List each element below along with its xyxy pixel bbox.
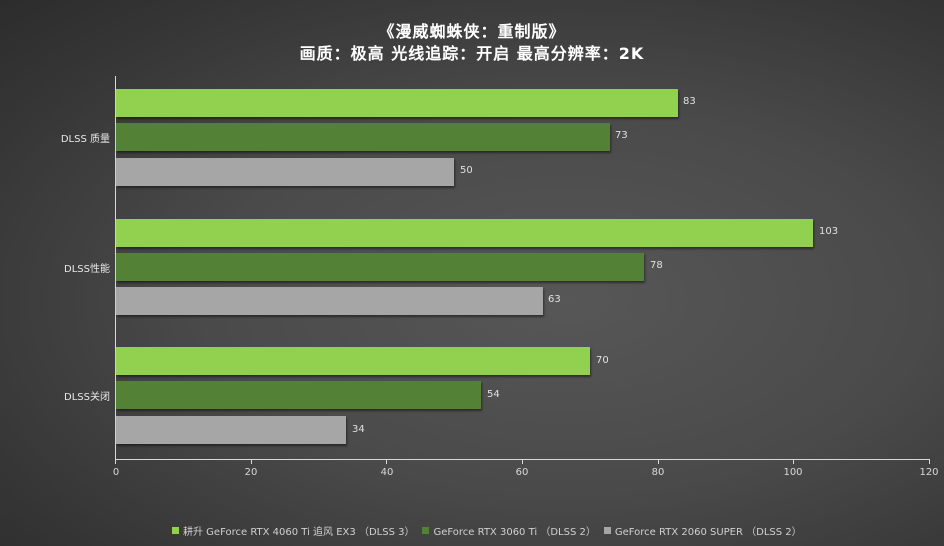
legend-item-4060ti: 耕升 GeForce RTX 4060 Ti 追风 EX3 （DLSS 3） xyxy=(172,523,414,538)
bar-value: 50 xyxy=(460,165,473,176)
legend-swatch-icon xyxy=(603,527,611,534)
x-tick-label: 120 xyxy=(919,467,939,478)
bar-value: 73 xyxy=(615,130,628,141)
legend-label: GeForce RTX 2060 SUPER （DLSS 2） xyxy=(614,527,802,538)
legend-label: GeForce RTX 3060 Ti （DLSS 2） xyxy=(433,527,596,538)
x-tick-label: 0 xyxy=(112,467,120,478)
x-tick xyxy=(658,459,659,464)
chart-title: 《漫威蜘蛛侠：重制版》 xyxy=(378,22,566,41)
bar-value: 54 xyxy=(487,389,500,400)
bar-value: 103 xyxy=(819,226,839,237)
category-label-dlss-off: DLSS关闭 xyxy=(64,392,110,403)
bar-value: 63 xyxy=(548,294,561,305)
x-tick-label: 40 xyxy=(380,467,394,478)
x-tick xyxy=(115,459,116,464)
y-axis-line xyxy=(115,76,116,460)
legend-item-3060ti: GeForce RTX 3060 Ti （DLSS 2） xyxy=(422,523,596,538)
bar-4060ti-dlss-performance xyxy=(116,219,813,247)
x-tick-label: 100 xyxy=(783,467,803,478)
legend-swatch-icon xyxy=(422,527,430,534)
bar-value: 83 xyxy=(683,96,696,107)
x-tick-label: 20 xyxy=(244,467,258,478)
legend-swatch-icon xyxy=(172,527,179,534)
bar-value: 78 xyxy=(650,260,663,271)
legend-label: 耕升 GeForce RTX 4060 Ti 追风 EX3 （DLSS 3） xyxy=(183,527,415,538)
bar-3060ti-dlss-performance xyxy=(116,253,644,281)
x-tick xyxy=(929,459,930,464)
bar-4060ti-dlss-quality xyxy=(116,89,678,117)
x-tick xyxy=(386,459,387,464)
bar-2060super-dlss-off xyxy=(116,416,346,444)
x-tick xyxy=(251,459,252,464)
bar-3060ti-dlss-quality xyxy=(116,123,610,151)
bar-value: 70 xyxy=(596,355,609,366)
bar-2060super-dlss-quality xyxy=(116,158,454,186)
category-label-dlss-quality: DLSS 质量 xyxy=(60,134,110,145)
chart-subtitle: 画质：极高 光线追踪：开启 最高分辨率：2K xyxy=(299,44,645,63)
x-tick-label: 80 xyxy=(651,467,665,478)
bar-value: 34 xyxy=(352,424,365,435)
legend-item-2060super: GeForce RTX 2060 SUPER （DLSS 2） xyxy=(603,523,802,538)
bar-3060ti-dlss-off xyxy=(116,381,481,409)
x-tick-label: 60 xyxy=(515,467,529,478)
x-tick xyxy=(793,459,794,464)
bar-2060super-dlss-performance xyxy=(116,287,543,315)
x-tick xyxy=(522,459,523,464)
legend: 耕升 GeForce RTX 4060 Ti 追风 EX3 （DLSS 3） G… xyxy=(172,523,802,538)
bar-4060ti-dlss-off xyxy=(116,347,590,375)
category-label-dlss-performance: DLSS性能 xyxy=(64,264,110,275)
